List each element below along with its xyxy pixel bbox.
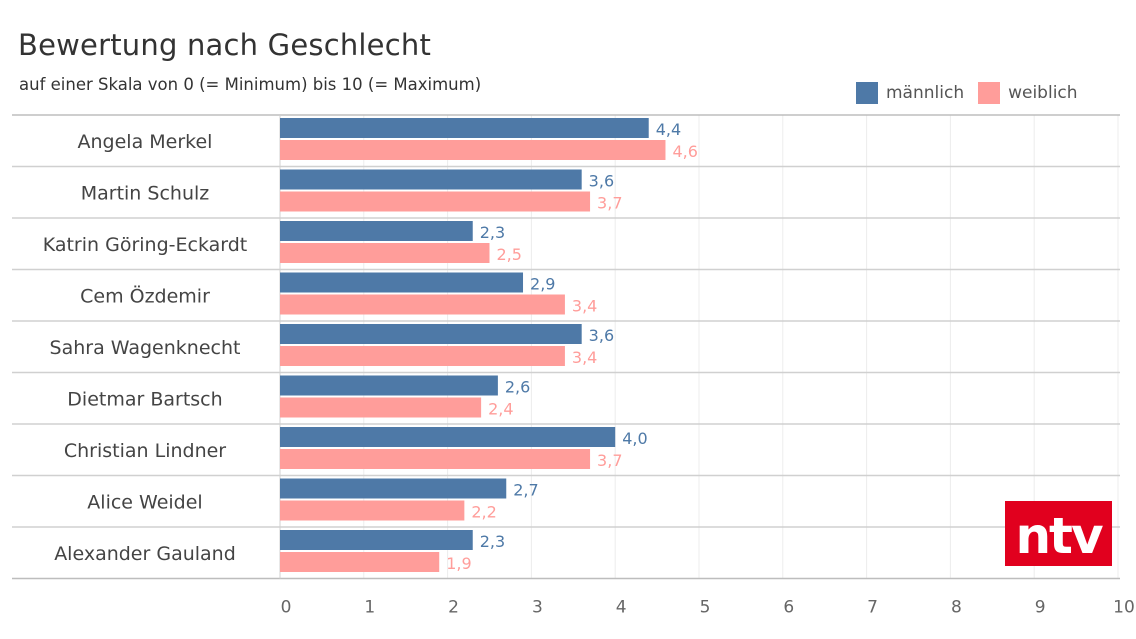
data-label-maennlich: 3,6 — [589, 172, 614, 191]
legend-swatch-weiblich — [978, 82, 1001, 104]
chart-title: Bewertung nach Geschlecht — [18, 28, 432, 62]
data-label-weiblich: 3,7 — [597, 194, 622, 213]
data-label-maennlich: 2,9 — [530, 275, 555, 294]
data-label-maennlich: 4,4 — [656, 120, 681, 139]
bar-maennlich — [280, 118, 649, 138]
data-label-weiblich: 2,4 — [488, 400, 513, 419]
x-tick-label: 2 — [448, 598, 459, 618]
data-label-weiblich: 2,5 — [497, 245, 522, 264]
bar-maennlich — [280, 478, 507, 499]
legend-item-weiblich: weiblich — [978, 82, 1078, 104]
data-label-weiblich: 3,4 — [572, 348, 597, 367]
x-tick-label: 10 — [1113, 598, 1135, 618]
x-tick-label: 4 — [616, 598, 627, 618]
category-label: Christian Lindner — [64, 440, 226, 462]
data-label-maennlich: 2,7 — [513, 481, 538, 500]
category-label: Martin Schulz — [81, 182, 210, 204]
bar-weiblich — [280, 140, 666, 160]
data-label-weiblich: 1,9 — [446, 554, 471, 573]
x-tick-label: 1 — [364, 598, 375, 618]
legend-label-maennlich: männlich — [886, 83, 965, 103]
x-tick-label: 9 — [1035, 598, 1046, 618]
legend: männlich weiblich — [856, 82, 1078, 104]
data-label-maennlich: 4,0 — [622, 429, 647, 448]
legend-swatch-maennlich — [856, 82, 878, 104]
data-label-maennlich: 2,3 — [480, 223, 505, 242]
x-tick-label: 0 — [281, 598, 292, 618]
bar-weiblich — [280, 397, 482, 418]
data-label-maennlich: 3,6 — [589, 326, 614, 345]
bar-maennlich — [280, 530, 473, 550]
data-label-maennlich: 2,3 — [480, 532, 505, 551]
category-label: Angela Merkel — [78, 131, 213, 153]
bar-maennlich — [280, 221, 473, 241]
bar-maennlich — [280, 427, 616, 447]
bar-weiblich — [280, 449, 591, 469]
x-tick-label: 7 — [867, 598, 878, 618]
bar-weiblich — [280, 346, 565, 366]
ntv-logo-text: ntv — [1015, 507, 1102, 565]
category-label: Sahra Wagenknecht — [50, 337, 241, 359]
data-label-weiblich: 2,2 — [471, 503, 496, 522]
x-tick-label: 5 — [700, 598, 711, 618]
ntv-logo: ntv — [1005, 501, 1112, 566]
x-tick-label: 3 — [532, 598, 543, 618]
category-label: Alexander Gauland — [54, 543, 236, 565]
data-label-weiblich: 3,4 — [572, 297, 597, 316]
bar-maennlich — [280, 169, 582, 190]
category-label: Alice Weidel — [87, 491, 202, 513]
bar-weiblich — [280, 500, 465, 521]
bar-maennlich — [280, 272, 524, 293]
legend-label-weiblich: weiblich — [1008, 83, 1078, 103]
bar-weiblich — [280, 294, 565, 315]
bar-weiblich — [280, 191, 591, 212]
bar-maennlich — [280, 324, 582, 344]
bar-maennlich — [280, 375, 498, 396]
bar-weiblich — [280, 552, 440, 572]
x-tick-label: 8 — [951, 598, 962, 618]
legend-item-maennlich: männlich — [856, 82, 964, 104]
x-tick-label: 6 — [783, 598, 794, 618]
data-label-maennlich: 2,6 — [505, 378, 530, 397]
bar-weiblich — [280, 243, 490, 263]
category-label: Cem Özdemir — [80, 284, 210, 307]
category-label: Katrin Göring-Eckardt — [43, 234, 248, 256]
chart-subtitle: auf einer Skala von 0 (= Minimum) bis 10… — [19, 75, 482, 94]
category-label: Dietmar Bartsch — [67, 388, 222, 410]
data-label-weiblich: 3,7 — [597, 451, 622, 470]
data-label-weiblich: 4,6 — [672, 142, 697, 161]
